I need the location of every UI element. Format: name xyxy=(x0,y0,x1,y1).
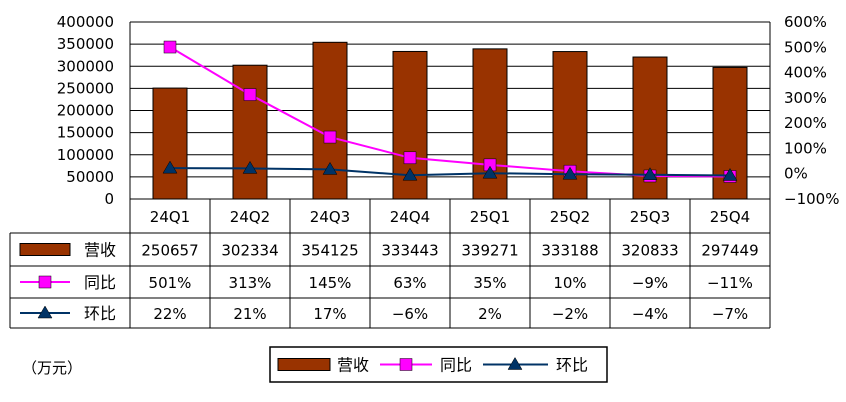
right-axis-tick: 200% xyxy=(784,114,827,132)
left-axis-tick: 200000 xyxy=(57,102,114,120)
table-cell: 313% xyxy=(229,274,272,292)
table-key-revenue xyxy=(19,243,71,256)
table-cell: 35% xyxy=(473,274,506,292)
right-axis-tick: 500% xyxy=(784,38,827,56)
yoy-marker xyxy=(403,151,417,165)
bar-revenue xyxy=(312,41,348,200)
legend-label-revenue: 营收 xyxy=(337,356,369,375)
table-cell: 302334 xyxy=(221,242,278,260)
category-label: 25Q1 xyxy=(470,208,510,226)
table-cell: 2% xyxy=(478,305,502,323)
category-label: 24Q1 xyxy=(150,208,190,226)
legend-key-revenue xyxy=(277,358,331,371)
left-axis-tick: 350000 xyxy=(57,35,114,53)
right-axis-tick: 300% xyxy=(784,89,827,107)
category-label: 24Q2 xyxy=(230,208,270,226)
legend-label-qoq: 环比 xyxy=(556,356,588,375)
category-label: 25Q2 xyxy=(550,208,590,226)
qoq-marker xyxy=(642,167,658,180)
table-row-label: 同比 xyxy=(84,273,116,292)
yoy-marker xyxy=(323,130,337,144)
left-axis-tick: 150000 xyxy=(57,124,114,142)
table-cell: 297449 xyxy=(701,242,758,260)
table-cell: 63% xyxy=(393,274,426,292)
table-key-marker xyxy=(37,305,53,319)
category-label: 24Q3 xyxy=(310,208,350,226)
table-cell: 333188 xyxy=(541,242,598,260)
left-axis-tick: 100000 xyxy=(57,146,114,164)
unit-note: （万元） xyxy=(22,359,83,377)
right-axis-tick: 100% xyxy=(784,139,827,157)
qoq-marker xyxy=(722,167,738,181)
table-cell: 354125 xyxy=(301,242,358,260)
table-cell: −2% xyxy=(552,305,588,323)
table-cell: −7% xyxy=(712,305,748,323)
left-axis-tick: 300000 xyxy=(57,57,114,75)
table-cell: 21% xyxy=(233,305,266,323)
qoq-marker xyxy=(322,161,338,175)
left-axis-tick: 50000 xyxy=(66,168,114,186)
qoq-marker xyxy=(162,160,178,174)
qoq-marker xyxy=(482,165,498,179)
qoq-marker xyxy=(402,167,418,181)
yoy-marker xyxy=(163,40,177,54)
right-axis-tick: 0% xyxy=(784,165,808,183)
table-cell: 22% xyxy=(153,305,186,323)
table-row-label: 营收 xyxy=(84,241,116,260)
table-cell: 501% xyxy=(149,274,192,292)
table-cell: −11% xyxy=(707,274,753,292)
table-row-label: 环比 xyxy=(84,304,116,323)
right-axis-tick: 400% xyxy=(784,64,827,82)
table-cell: −4% xyxy=(632,305,668,323)
table-cell: 145% xyxy=(309,274,352,292)
legend-label-yoy: 同比 xyxy=(440,356,472,375)
table-cell: 10% xyxy=(553,274,586,292)
line-qoq xyxy=(169,167,731,177)
left-axis-tick: 250000 xyxy=(57,79,114,97)
table-cell: 17% xyxy=(313,305,346,323)
qoq-marker xyxy=(562,166,578,180)
category-label: 24Q4 xyxy=(390,208,430,226)
yoy-marker xyxy=(243,88,257,101)
category-label: 25Q4 xyxy=(710,208,750,226)
right-axis-tick: −100% xyxy=(784,190,839,208)
qoq-marker xyxy=(242,160,258,174)
table-cell: 250657 xyxy=(141,242,198,260)
table-cell: −9% xyxy=(632,274,668,292)
table-key-marker xyxy=(38,275,52,289)
table-cell: −6% xyxy=(392,305,428,323)
table-cell: 320833 xyxy=(621,242,678,260)
bar-revenue xyxy=(152,87,188,200)
left-axis-tick: 400000 xyxy=(57,13,114,31)
category-label: 25Q3 xyxy=(630,208,670,226)
table-cell: 339271 xyxy=(461,242,518,260)
left-axis-tick: 0 xyxy=(104,190,114,208)
table-cell: 333443 xyxy=(381,242,438,260)
legend-key-yoy-marker xyxy=(399,358,413,371)
bar-revenue xyxy=(232,64,268,200)
legend-key-qoq-marker xyxy=(507,357,523,370)
right-axis-tick: 600% xyxy=(784,13,827,31)
